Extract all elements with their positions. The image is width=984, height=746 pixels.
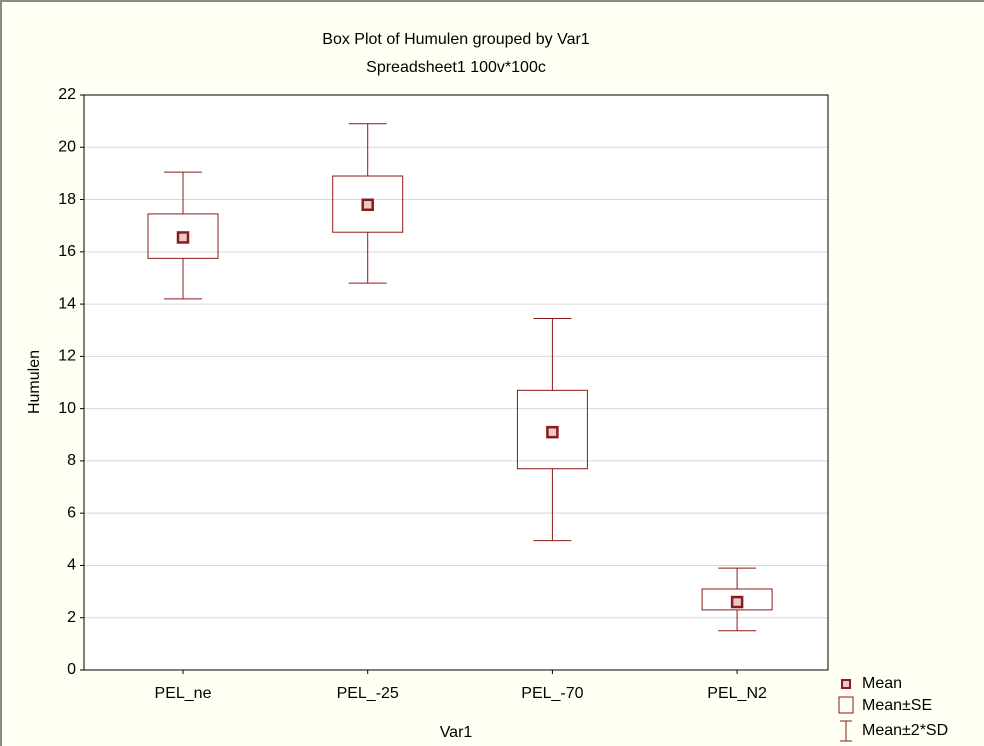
y-tick-label: 18 xyxy=(58,191,76,208)
legend-label: Mean±SE xyxy=(862,697,932,714)
box-group xyxy=(516,317,588,542)
x-tick-label: PEL_-25 xyxy=(337,685,399,702)
legend: Mean Mean±SE Mean±2*SD xyxy=(838,675,948,742)
y-tick-label: 14 xyxy=(58,295,76,312)
mean-marker xyxy=(361,198,374,212)
mean-marker xyxy=(730,595,744,609)
box-group xyxy=(147,171,219,300)
y-tick-label: 20 xyxy=(58,138,76,155)
legend-label: Mean xyxy=(862,675,902,692)
mean-marker xyxy=(176,231,190,244)
box-group xyxy=(701,567,773,632)
chart-title: Box Plot of Humulen grouped by Var1 xyxy=(322,31,590,48)
x-tick-label: PEL_N2 xyxy=(707,685,767,702)
x-axis-label: Var1 xyxy=(440,724,473,741)
legend-sd-icon xyxy=(840,720,852,742)
y-tick-label: 0 xyxy=(67,661,76,678)
x-tick-label: PEL_-70 xyxy=(521,685,583,702)
y-tick-label: 8 xyxy=(67,452,76,469)
marks xyxy=(147,123,773,632)
grid xyxy=(80,94,828,671)
plot-frame xyxy=(83,94,829,671)
y-tick-label: 4 xyxy=(67,557,76,574)
y-tick-label: 10 xyxy=(58,400,76,417)
se-box xyxy=(147,213,219,259)
se-box xyxy=(516,389,588,470)
legend-label: Mean±2*SD xyxy=(862,722,948,739)
y-tick-label: 12 xyxy=(58,348,76,365)
se-box xyxy=(701,588,773,611)
x-tick-label: PEL_ne xyxy=(155,685,212,702)
mean-marker xyxy=(546,425,559,439)
legend-se-icon xyxy=(838,696,854,714)
box-group xyxy=(332,123,404,284)
chart-subtitle: Spreadsheet1 100v*100c xyxy=(366,59,546,76)
se-box xyxy=(332,175,404,233)
legend-mean-icon xyxy=(841,679,851,689)
y-tick-label: 16 xyxy=(58,243,76,260)
plot-area xyxy=(84,95,828,670)
y-axis-label: Humulen xyxy=(26,350,43,414)
y-tick-label: 2 xyxy=(67,609,76,626)
y-tick-label: 6 xyxy=(67,504,76,521)
y-tick-label: 22 xyxy=(58,86,76,103)
